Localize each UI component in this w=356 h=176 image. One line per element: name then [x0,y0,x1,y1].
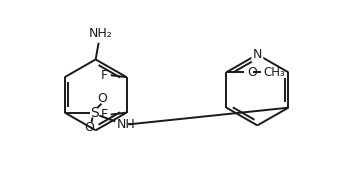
Text: S: S [90,106,99,120]
Text: O: O [247,66,257,79]
Text: NH: NH [116,118,135,131]
Text: O: O [98,92,108,105]
Text: F: F [101,69,108,82]
Text: CH₃: CH₃ [263,66,285,79]
Text: N: N [253,48,262,61]
Text: O: O [85,121,94,134]
Text: F: F [101,108,108,121]
Text: NH₂: NH₂ [89,27,112,40]
